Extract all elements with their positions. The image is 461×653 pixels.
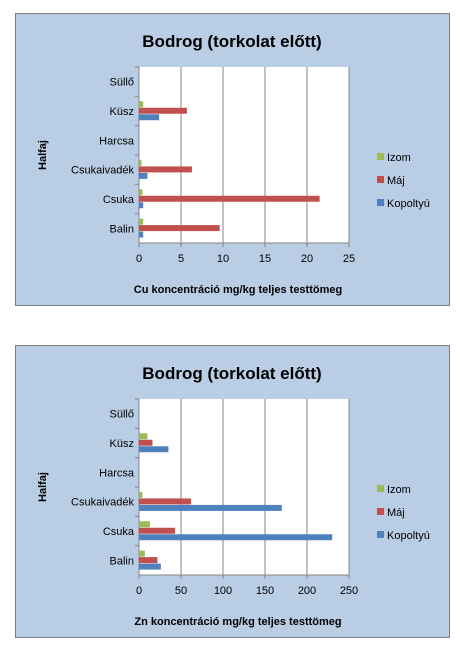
- category-label: Csukaivadék: [71, 165, 134, 177]
- legend-label: Izom: [387, 484, 411, 496]
- x-tick-label: 15: [259, 253, 271, 265]
- category-label: Süllő: [110, 77, 134, 89]
- x-tick-label: 0: [136, 585, 142, 597]
- legend-swatch-kopoltyú: [377, 199, 384, 206]
- x-axis-label: Cu koncentráció mg/kg teljes testtömeg: [134, 284, 342, 296]
- x-tick-label: 250: [340, 585, 358, 597]
- chart-cu: Bodrog (torkolat előtt) Balin Csuka Csukaiv…: [37, 32, 430, 296]
- bar-izom: [139, 189, 143, 196]
- chart-panel-cu: Bodrog (torkolat előtt) Balin Csuka Csukaiv…: [15, 13, 450, 306]
- x-axis-label: Zn koncentráció mg/kg teljes testtömeg: [134, 616, 341, 628]
- legend-swatch-máj: [377, 176, 384, 183]
- x-tick-label: 200: [298, 585, 316, 597]
- bar-izom: [139, 521, 150, 528]
- bar-kopoltyú: [139, 504, 282, 511]
- plot-area: [139, 67, 349, 243]
- legend-label: Kopoltyú: [387, 198, 430, 210]
- bar-kopoltyú: [139, 172, 148, 179]
- x-tick-label: 10: [217, 253, 229, 265]
- x-tick-label: 100: [214, 585, 232, 597]
- category-label: Balin: [110, 555, 134, 567]
- category-label: Balin: [110, 223, 134, 235]
- legend-swatch-máj: [377, 508, 384, 515]
- x-tick-label: 25: [343, 253, 355, 265]
- chart-title: Bodrog (torkolat előtt): [142, 364, 321, 383]
- category-label: Csukaivadék: [71, 497, 134, 509]
- bar-máj: [139, 527, 176, 534]
- chart-panel-zn: Bodrog (torkolat előtt) Balin Csuka Csukaiv…: [15, 345, 450, 638]
- legend-swatch-izom: [377, 153, 384, 160]
- bar-izom: [139, 433, 148, 440]
- bar-izom: [139, 101, 144, 108]
- bar-máj: [139, 439, 153, 446]
- plot-area: [139, 399, 349, 575]
- bar-izom: [139, 159, 142, 166]
- legend-swatch-kopoltyú: [377, 531, 384, 538]
- bar-máj: [139, 195, 320, 202]
- category-label: Küsz: [110, 106, 134, 118]
- category-label: Harcsa: [99, 467, 135, 479]
- bar-máj: [139, 557, 158, 564]
- x-tick-label: 50: [175, 585, 187, 597]
- bar-kopoltyú: [139, 563, 161, 570]
- category-label: Csuka: [103, 526, 135, 538]
- bar-kopoltyú: [139, 231, 144, 238]
- category-label: Harcsa: [99, 135, 135, 147]
- bar-izom: [139, 491, 143, 498]
- chart-zn: Bodrog (torkolat előtt) Balin Csuka Csukaiv…: [37, 364, 430, 628]
- bar-máj: [139, 107, 187, 114]
- bar-kopoltyú: [139, 114, 160, 121]
- bar-kopoltyú: [139, 202, 144, 209]
- bar-máj: [139, 498, 192, 505]
- bar-kopoltyú: [139, 534, 333, 541]
- bar-máj: [139, 166, 192, 173]
- x-tick-label: 150: [256, 585, 274, 597]
- x-tick-label: 0: [136, 253, 142, 265]
- bar-máj: [139, 225, 220, 232]
- x-tick-label: 20: [301, 253, 313, 265]
- y-axis-label: Halfaj: [37, 140, 49, 170]
- category-label: Küsz: [110, 438, 134, 450]
- legend-swatch-izom: [377, 485, 384, 492]
- y-axis-label: Halfaj: [37, 472, 49, 502]
- category-label: Süllő: [110, 409, 134, 421]
- bar-izom: [139, 218, 144, 225]
- legend-label: Izom: [387, 152, 411, 164]
- legend-label: Máj: [387, 507, 405, 519]
- legend-label: Kopoltyú: [387, 530, 430, 542]
- bar-izom: [139, 550, 145, 557]
- category-label: Csuka: [103, 194, 135, 206]
- bar-kopoltyú: [139, 446, 169, 453]
- x-tick-label: 5: [178, 253, 184, 265]
- chart-title: Bodrog (torkolat előtt): [142, 32, 321, 51]
- legend-label: Máj: [387, 175, 405, 187]
